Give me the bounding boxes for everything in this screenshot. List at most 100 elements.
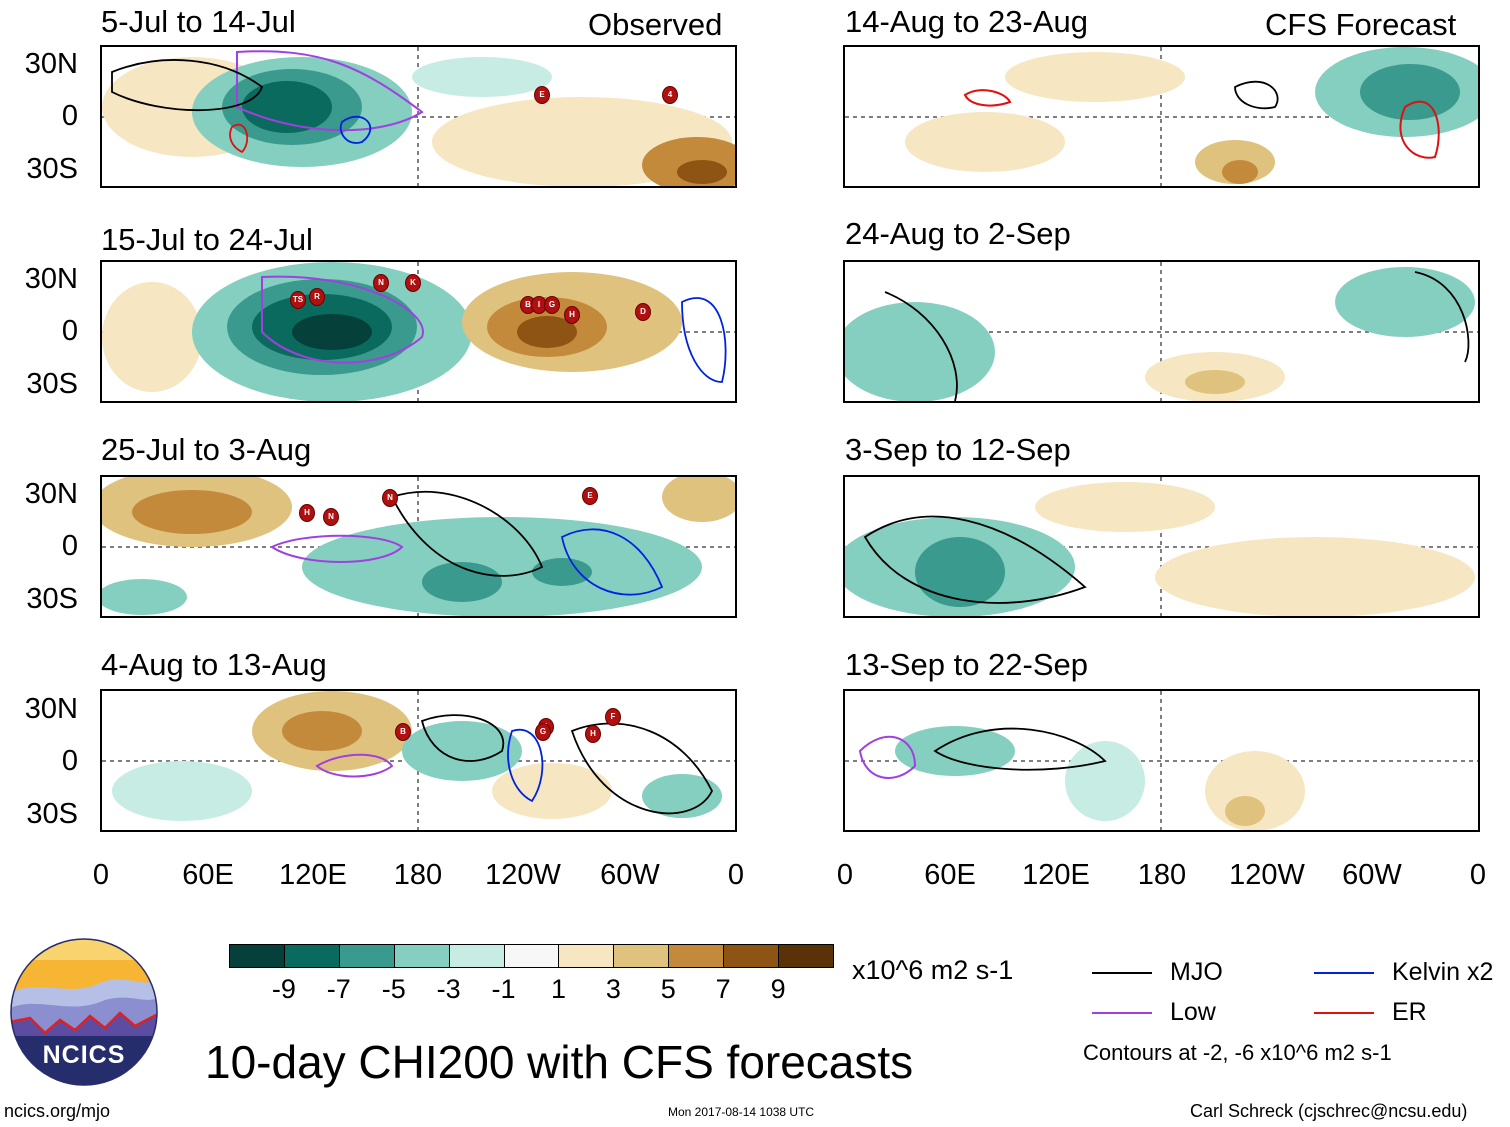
colorbar-tick-label: -3 bbox=[436, 974, 461, 1004]
colorbar-swatch bbox=[229, 944, 285, 968]
storm-marker: G bbox=[544, 296, 560, 314]
storm-marker: N bbox=[382, 489, 398, 507]
legend-mjo-label: MJO bbox=[1170, 958, 1223, 986]
colorbar-tick-label: -9 bbox=[271, 974, 296, 1004]
colorbar-tick-label: 3 bbox=[605, 974, 621, 1004]
legend-er-line bbox=[1314, 1012, 1374, 1014]
observed-panel-2-title: 15-Jul to 24-Jul bbox=[101, 222, 313, 257]
storm-marker: H bbox=[299, 504, 315, 522]
colorbar-swatch bbox=[448, 944, 505, 968]
storm-marker: D bbox=[635, 303, 651, 321]
legend-er-label: ER bbox=[1392, 998, 1427, 1026]
observed-map-panel-1 bbox=[100, 45, 737, 188]
colorbar-swatch bbox=[283, 944, 340, 968]
colorbar-swatch bbox=[338, 944, 395, 968]
storm-marker: K bbox=[405, 274, 421, 292]
ncics-logo-icon bbox=[10, 938, 158, 1086]
lon-label-60w: 60W bbox=[600, 859, 660, 891]
lat-label-30n: 30N bbox=[24, 693, 78, 725]
storm-marker: H bbox=[585, 725, 601, 743]
legend-low-line bbox=[1092, 1012, 1152, 1014]
colorbar-swatch bbox=[668, 944, 725, 968]
legend-kelvin-label: Kelvin x2 bbox=[1392, 958, 1494, 986]
colorbar-swatch bbox=[503, 944, 560, 968]
observed-panel-4-title: 4-Aug to 13-Aug bbox=[101, 647, 327, 682]
forecast-panel-2-title: 24-Aug to 2-Sep bbox=[845, 216, 1071, 251]
observed-header: Observed bbox=[588, 7, 723, 42]
colorbar-swatch bbox=[613, 944, 670, 968]
lon-label-60e: 60E bbox=[182, 859, 234, 891]
observed-map-3 bbox=[102, 477, 735, 616]
storm-marker: G bbox=[535, 723, 551, 741]
observed-map-panel-3 bbox=[100, 475, 737, 618]
storm-marker: F bbox=[605, 708, 621, 726]
storm-marker: TS bbox=[290, 291, 306, 309]
colorbar-swatch bbox=[723, 944, 780, 968]
lon-label-120e: 120E bbox=[1022, 859, 1090, 891]
lat-label-eq: 0 bbox=[61, 315, 78, 347]
forecast-map-4 bbox=[845, 691, 1478, 830]
legend-low-label: Low bbox=[1170, 998, 1216, 1026]
lon-label-0: 0 bbox=[92, 859, 110, 891]
storm-marker: N bbox=[323, 508, 339, 526]
footer-author: Carl Schreck (cjschrec@ncsu.edu) bbox=[1190, 1101, 1468, 1121]
colorbar-swatch bbox=[393, 944, 450, 968]
observed-map-4 bbox=[102, 691, 735, 830]
observed-panel-3-title: 25-Jul to 3-Aug bbox=[101, 432, 312, 467]
lon-label-0-end: 0 bbox=[727, 859, 745, 891]
colorbar-units: x10^6 m2 s-1 bbox=[852, 955, 1014, 985]
observed-map-panel-4 bbox=[100, 689, 737, 832]
lon-label-120w: 120W bbox=[1229, 859, 1305, 891]
lon-label-60e: 60E bbox=[924, 859, 976, 891]
storm-marker: N bbox=[373, 274, 389, 292]
lat-label-30s: 30S bbox=[26, 583, 78, 615]
ncics-logo: NCICS bbox=[10, 938, 158, 1086]
legend-mjo-line bbox=[1092, 972, 1152, 974]
colorbar-tick-label: -1 bbox=[491, 974, 516, 1004]
footer-timestamp: Mon 2017-08-14 1038 UTC bbox=[668, 1105, 815, 1119]
lon-label-120e: 120E bbox=[279, 859, 347, 891]
legend-contour-note: Contours at -2, -6 x10^6 m2 s-1 bbox=[1083, 1040, 1392, 1065]
lat-label-30n: 30N bbox=[24, 263, 78, 295]
footer-url: ncics.org/mjo bbox=[4, 1101, 111, 1121]
lat-label-eq: 0 bbox=[61, 530, 78, 562]
colorbar-tick-label: 5 bbox=[660, 974, 676, 1004]
forecast-map-panel-3 bbox=[843, 475, 1480, 618]
lat-label-30s: 30S bbox=[26, 798, 78, 830]
forecast-map-2 bbox=[845, 262, 1478, 401]
lat-label-eq: 0 bbox=[61, 100, 78, 132]
cfs-forecast-header: CFS Forecast bbox=[1265, 7, 1457, 42]
storm-marker: B bbox=[395, 723, 411, 741]
storm-marker: H bbox=[564, 306, 580, 324]
forecast-map-panel-2 bbox=[843, 260, 1480, 403]
storm-marker: 4 bbox=[662, 86, 678, 104]
storm-marker: E bbox=[534, 86, 550, 104]
lat-label-eq: 0 bbox=[61, 745, 78, 777]
lat-label-30s: 30S bbox=[26, 153, 78, 185]
lon-label-120w: 120W bbox=[485, 859, 561, 891]
main-title: 10-day CHI200 with CFS forecasts bbox=[205, 1036, 914, 1088]
lat-label-30n: 30N bbox=[24, 48, 78, 80]
storm-marker: R bbox=[309, 288, 325, 306]
colorbar: -9 -7 -5 -3 -1 1 3 5 7 9 bbox=[229, 944, 834, 1004]
lat-label-30s: 30S bbox=[26, 368, 78, 400]
colorbar-swatch bbox=[778, 944, 834, 968]
lon-label-180: 180 bbox=[393, 859, 443, 891]
forecast-panel-3-title: 3-Sep to 12-Sep bbox=[845, 432, 1071, 467]
forecast-map-panel-1 bbox=[843, 45, 1480, 188]
colorbar-tick-label: -5 bbox=[381, 974, 406, 1004]
observed-panel-1-title: 5-Jul to 14-Jul bbox=[101, 4, 296, 39]
forecast-map-1 bbox=[845, 47, 1478, 186]
forecast-map-3 bbox=[845, 477, 1478, 616]
lon-label-0-end: 0 bbox=[1469, 859, 1487, 891]
storm-marker: E bbox=[582, 487, 598, 505]
colorbar-tick-label: 9 bbox=[770, 974, 786, 1004]
colorbar-tick-label: 7 bbox=[715, 974, 731, 1004]
forecast-map-panel-4 bbox=[843, 689, 1480, 832]
logo-text: NCICS bbox=[42, 1041, 126, 1069]
legend-kelvin-line bbox=[1314, 972, 1374, 974]
observed-map-1 bbox=[102, 47, 735, 186]
lat-label-30n: 30N bbox=[24, 478, 78, 510]
lon-label-60w: 60W bbox=[1342, 859, 1402, 891]
colorbar-swatch bbox=[558, 944, 615, 968]
